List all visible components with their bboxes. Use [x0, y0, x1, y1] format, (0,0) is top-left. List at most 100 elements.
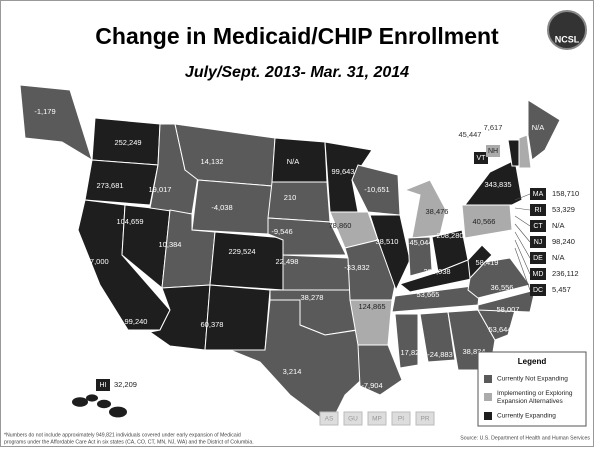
vt-tag-text: VT	[477, 155, 487, 162]
state-value: 17,821	[401, 348, 424, 357]
source: Source: U.S. Department of Health and Hu…	[460, 435, 590, 441]
small-state-box	[530, 188, 546, 200]
state	[407, 236, 433, 277]
state	[267, 181, 331, 223]
territory-button[interactable]	[415, 411, 435, 426]
state-value: 45,447	[459, 130, 482, 139]
state-value: 1,177,000	[75, 257, 108, 266]
small-state-value: 158,710	[552, 189, 579, 198]
state	[209, 231, 286, 291]
state	[84, 159, 159, 206]
footnote: *Numbers do not include approximately 94…	[4, 432, 241, 438]
territory-button[interactable]	[319, 411, 339, 426]
state-value: N/A	[287, 157, 300, 166]
state-value: 53,644	[489, 325, 512, 334]
leader-line	[514, 223, 531, 243]
hi-value: 32,209	[114, 380, 137, 389]
leader-line	[514, 231, 531, 259]
state	[271, 137, 328, 183]
legend-label: Currently Expanding	[497, 413, 556, 420]
state-value: 40,566	[473, 217, 496, 226]
state-value: 208,280	[436, 231, 463, 240]
state	[357, 344, 403, 396]
logo-circle	[547, 10, 587, 50]
state-value: 19,017	[149, 185, 172, 194]
state-value: 78,860	[329, 221, 352, 230]
small-state-box	[530, 220, 546, 232]
state	[19, 84, 93, 162]
state-value: -7,904	[361, 381, 382, 390]
small-state-abbr: NJ	[534, 239, 543, 246]
state	[351, 164, 401, 216]
state-value: 285,038	[423, 267, 450, 276]
state	[463, 159, 523, 206]
state-value: 273,681	[96, 181, 123, 190]
state	[467, 244, 493, 280]
small-state-value: 5,457	[552, 285, 571, 294]
state-value: 38,510	[376, 237, 399, 246]
state-value: 60,378	[201, 320, 224, 329]
state-value: 10,384	[159, 240, 182, 249]
logo-text: NCSL	[555, 34, 580, 44]
small-state-abbr: CT	[533, 223, 543, 230]
legend-swatch	[484, 393, 492, 401]
small-state-abbr: MA	[533, 191, 544, 198]
small-state-abbr: RI	[535, 207, 542, 214]
leader-line	[514, 207, 531, 211]
state-value: -4,038	[211, 203, 232, 212]
state-value: 3,214	[283, 367, 302, 376]
territory-button[interactable]	[343, 411, 363, 426]
state-value: 7,617	[484, 123, 503, 132]
state-value: 252,249	[114, 138, 141, 147]
territory-label: PR	[420, 416, 429, 423]
state-value: 45,044	[410, 238, 433, 247]
state-value: 229,524	[228, 247, 255, 256]
small-state-value: N/A	[552, 221, 565, 230]
small-state-value: 98,240	[552, 237, 575, 246]
state-value: 38,476	[426, 207, 449, 216]
state-value: 53,665	[417, 290, 440, 299]
state-value: 36,556	[491, 283, 514, 292]
small-state-abbr: DE	[533, 255, 543, 262]
legend-swatch	[484, 375, 492, 383]
small-state-abbr: DC	[533, 287, 543, 294]
state-value: -33,832	[344, 263, 369, 272]
territory-label: PI	[398, 416, 404, 423]
small-state-box	[530, 236, 546, 248]
small-state-box	[530, 268, 546, 280]
state-value: -10,651	[364, 185, 389, 194]
leader-line	[514, 215, 531, 227]
legend-title: Legend	[518, 357, 547, 366]
territory-label: MP	[372, 416, 382, 423]
state-value: 104,659	[116, 217, 143, 226]
hawaii-island	[86, 394, 98, 402]
footnote: programs under the Affordable Care Act i…	[4, 439, 254, 445]
hawaii-island	[72, 397, 88, 407]
state	[527, 99, 561, 161]
state	[419, 311, 456, 363]
title: Change in Medicaid/CHIP Enrollment	[95, 23, 499, 49]
territory-button[interactable]	[391, 411, 411, 426]
vt-tag	[474, 152, 488, 164]
territory-label: GU	[348, 416, 358, 423]
territory-button[interactable]	[367, 411, 387, 426]
state-value: 343,835	[484, 180, 511, 189]
small-state-box	[530, 252, 546, 264]
state	[324, 141, 373, 213]
hawaii-island	[97, 399, 111, 409]
state-value: 58,007	[497, 305, 520, 314]
hi-abbr: HI	[100, 382, 107, 389]
state-value: 22,498	[276, 257, 299, 266]
state-labels: -1,179 252,249 273,681 1,177,000 104,659 19,0…	[4, 107, 590, 445]
state-value: 210	[284, 193, 297, 202]
nh-tag-text: NH	[488, 148, 498, 155]
state	[477, 289, 536, 313]
state-value: 99,643	[332, 167, 355, 176]
hawaii-island	[109, 406, 127, 418]
state-value: N/A	[532, 123, 545, 132]
legend-label: Currently Not Expanding	[497, 376, 568, 383]
small-state-abbr: MD	[533, 271, 544, 278]
state	[229, 299, 373, 426]
legend-label: Implementing or Exploring Expansion Alter…	[497, 390, 573, 405]
